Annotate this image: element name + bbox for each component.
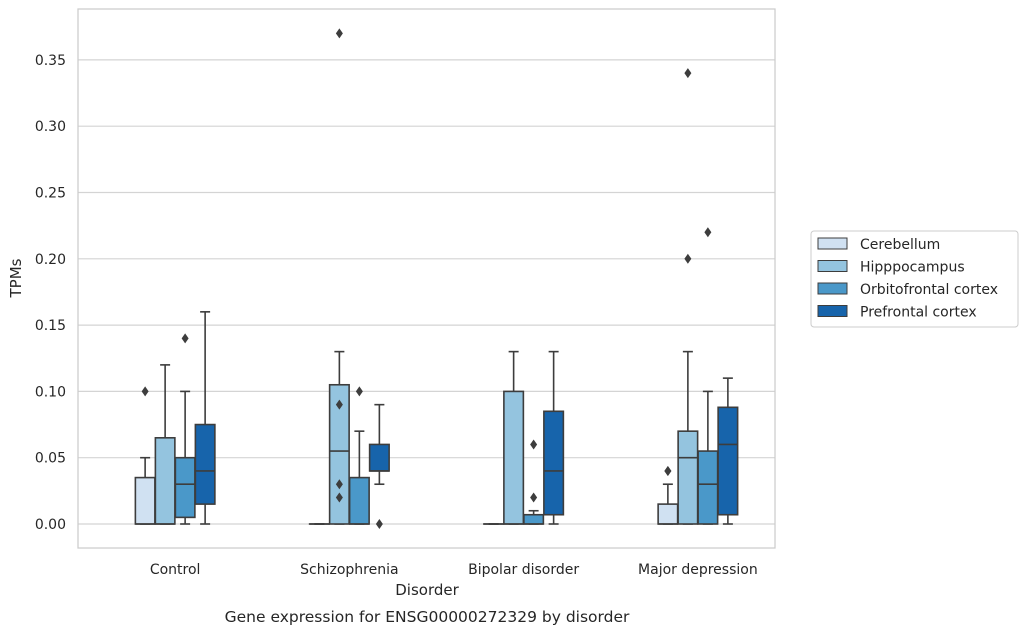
- x-axis-label: Disorder: [395, 581, 459, 599]
- x-tick-label: Control: [150, 562, 201, 578]
- box-body: [174, 456, 196, 519]
- outlier-point: [530, 439, 538, 450]
- box-body: [717, 406, 739, 516]
- box-2-2: [523, 439, 545, 525]
- legend-label: Prefrontal cortex: [860, 305, 977, 321]
- y-tick-label: 0.05: [35, 451, 66, 467]
- x-tick-label: Schizophrenia: [300, 562, 398, 578]
- outlier-point: [335, 492, 343, 503]
- legend-frame: [810, 230, 1019, 328]
- box-3-0: [657, 465, 679, 525]
- y-axis-label: TPMs: [7, 258, 25, 298]
- box-body: [368, 443, 390, 472]
- box-body: [134, 476, 156, 525]
- box-1-1: [328, 28, 350, 525]
- box-body: [657, 503, 679, 525]
- outlier-point: [684, 253, 692, 264]
- box-0-3: [194, 311, 216, 525]
- y-tick-label: 0.25: [35, 186, 66, 202]
- box-1-2: [348, 386, 370, 525]
- y-axis-ticks: 0.00 0.05 0.10 0.15 0.20 0.25 0.30 0.35: [35, 53, 66, 533]
- y-tick-label: 0.00: [35, 517, 66, 533]
- box-0-2: [174, 333, 196, 525]
- box-body: [543, 410, 565, 516]
- legend-swatch: [817, 260, 848, 272]
- box-2-3: [543, 350, 565, 525]
- outlier-point: [684, 68, 692, 79]
- outlier-point: [355, 386, 363, 397]
- box-body: [154, 437, 176, 525]
- outlier-point: [335, 399, 343, 410]
- legend-swatch: [817, 282, 848, 295]
- y-tick-label: 0.30: [35, 119, 66, 135]
- y-tick-label: 0.15: [35, 318, 66, 334]
- box-body: [523, 513, 545, 525]
- plot-area: [77, 8, 776, 549]
- outlier-point: [335, 28, 343, 39]
- outlier-point: [181, 333, 189, 344]
- box-body: [348, 476, 370, 525]
- box-body: [697, 450, 719, 525]
- outlier-point: [335, 479, 343, 490]
- box-body: [194, 423, 216, 505]
- outlier-point: [530, 492, 538, 503]
- legend-swatch: [817, 237, 848, 250]
- x-axis-ticks: Control Schizophrenia Bipolar disorder Majo…: [150, 562, 758, 578]
- box-body: [503, 390, 525, 525]
- box-1-3: [368, 403, 390, 529]
- legend-label: Orbitofrontal cortex: [860, 282, 998, 298]
- box-3-1: [677, 68, 699, 525]
- box-0-0: [134, 386, 156, 525]
- outlier-point: [664, 465, 672, 476]
- legend-swatch: [817, 305, 848, 317]
- boxes: [134, 28, 739, 529]
- outlier-point: [141, 386, 149, 397]
- y-tick-label: 0.10: [35, 384, 66, 400]
- chart-caption: Gene expression for ENSG00000272329 by d…: [225, 608, 630, 626]
- gridlines: [78, 59, 775, 525]
- outlier-point: [704, 227, 712, 238]
- box-3-2: [697, 227, 719, 525]
- outlier-point: [375, 519, 383, 529]
- box-3-3: [717, 377, 739, 525]
- box-body: [328, 383, 350, 525]
- box-2-1: [503, 350, 525, 525]
- y-tick-label: 0.35: [35, 53, 66, 69]
- legend-label: Hipppocampus: [860, 260, 965, 276]
- x-tick-label: Bipolar disorder: [468, 562, 579, 578]
- x-tick-label: Major depression: [638, 562, 758, 578]
- legend-label: Cerebellum: [860, 237, 940, 253]
- box-0-1: [154, 364, 176, 525]
- y-tick-label: 0.20: [35, 252, 66, 268]
- box-body: [677, 430, 699, 525]
- legend: Cerebellum Hipppocampus Orbitofrontal cort…: [810, 230, 1019, 328]
